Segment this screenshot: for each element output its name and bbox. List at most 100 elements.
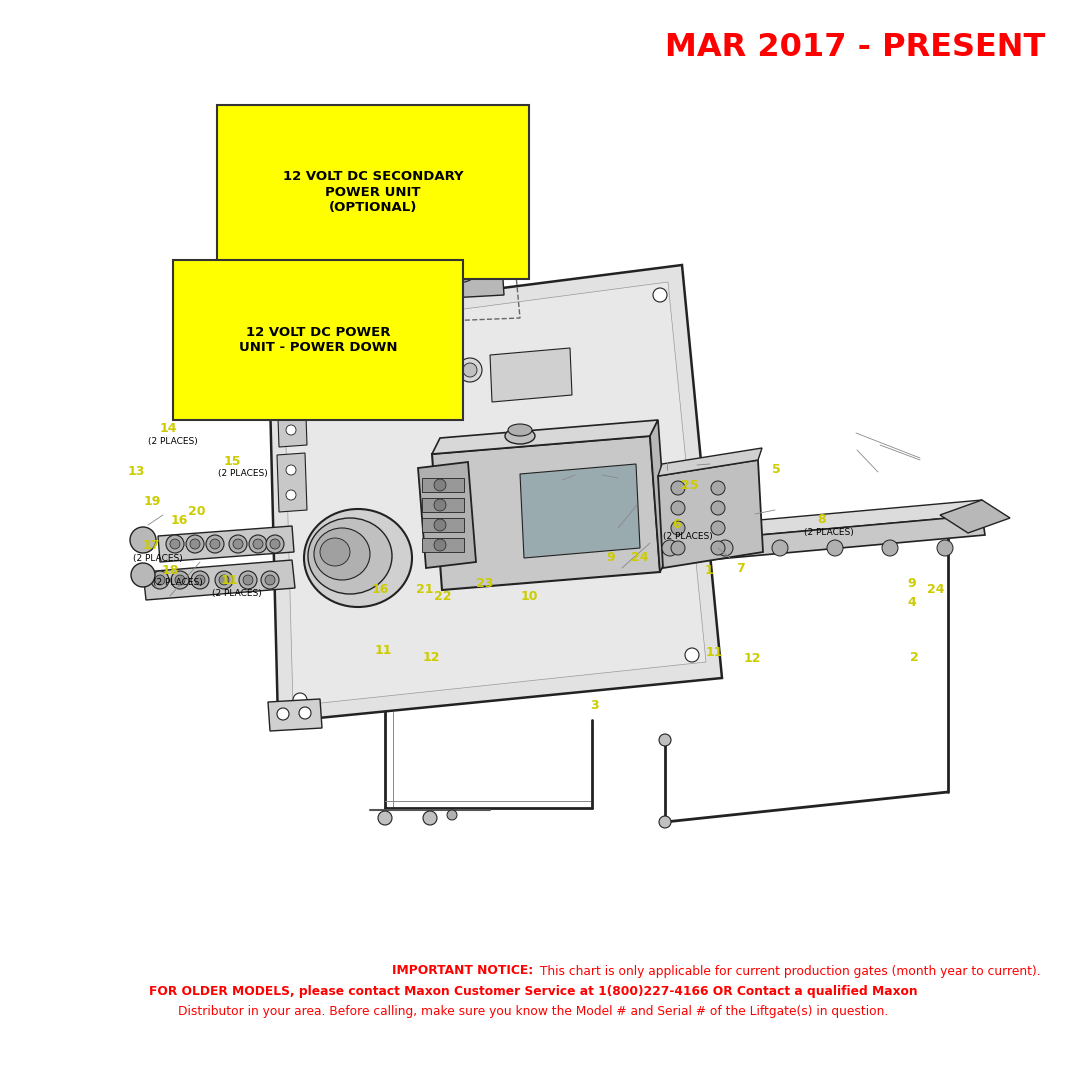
Circle shape <box>249 535 266 553</box>
Circle shape <box>827 540 843 556</box>
Text: Distributor in your area. Before calling, make sure you know the Model # and Ser: Distributor in your area. Before calling… <box>178 1004 888 1018</box>
Text: 5: 5 <box>772 463 780 475</box>
Polygon shape <box>429 233 504 298</box>
Circle shape <box>229 535 247 553</box>
Circle shape <box>717 540 733 556</box>
Text: 9: 9 <box>607 551 615 564</box>
Polygon shape <box>158 526 294 562</box>
Polygon shape <box>940 500 1010 533</box>
Text: 3: 3 <box>591 699 599 712</box>
Text: (2 PLACES): (2 PLACES) <box>212 589 261 598</box>
Polygon shape <box>418 462 477 568</box>
Polygon shape <box>648 500 982 545</box>
Circle shape <box>286 465 296 475</box>
Text: 16: 16 <box>171 514 188 527</box>
Circle shape <box>288 338 302 352</box>
Circle shape <box>219 575 229 585</box>
Text: 22: 22 <box>434 591 451 603</box>
Ellipse shape <box>505 429 535 445</box>
Text: 12 VOLT DC SECONDARY
POWER UNIT
(OPTIONAL): 12 VOLT DC SECONDARY POWER UNIT (OPTIONA… <box>282 171 464 213</box>
Ellipse shape <box>508 424 532 436</box>
Text: 25: 25 <box>681 479 698 491</box>
Circle shape <box>671 481 685 495</box>
Text: 13: 13 <box>128 465 145 478</box>
Circle shape <box>131 563 155 587</box>
Text: MAR 2017 - PRESENT: MAR 2017 - PRESENT <box>665 32 1045 63</box>
Polygon shape <box>658 461 763 568</box>
Circle shape <box>711 521 725 535</box>
Circle shape <box>130 527 156 553</box>
Ellipse shape <box>319 220 417 305</box>
Ellipse shape <box>314 528 370 580</box>
Circle shape <box>166 535 184 553</box>
Polygon shape <box>422 518 464 532</box>
Circle shape <box>662 540 678 556</box>
Text: 11: 11 <box>221 575 238 587</box>
Circle shape <box>711 542 725 555</box>
Text: IMPORTANT NOTICE:: IMPORTANT NOTICE: <box>391 965 533 978</box>
Circle shape <box>261 571 279 589</box>
Circle shape <box>286 490 296 500</box>
Text: 17: 17 <box>143 539 160 552</box>
Circle shape <box>270 539 280 549</box>
Circle shape <box>671 521 685 535</box>
Ellipse shape <box>308 518 392 594</box>
Circle shape <box>191 571 209 589</box>
Text: 7: 7 <box>737 562 745 575</box>
Circle shape <box>215 571 233 589</box>
Circle shape <box>434 479 446 491</box>
Circle shape <box>266 535 284 553</box>
Polygon shape <box>422 478 464 492</box>
Text: 14: 14 <box>160 422 177 435</box>
Polygon shape <box>650 420 668 572</box>
Circle shape <box>882 540 898 556</box>
Polygon shape <box>658 448 762 477</box>
Text: 12: 12 <box>744 652 761 665</box>
Circle shape <box>265 575 275 585</box>
Ellipse shape <box>320 538 350 566</box>
Text: 9: 9 <box>907 577 916 589</box>
Circle shape <box>206 535 224 553</box>
Circle shape <box>171 571 189 589</box>
Circle shape <box>434 499 446 511</box>
Circle shape <box>671 542 685 555</box>
Circle shape <box>458 358 482 382</box>
Circle shape <box>937 540 953 556</box>
Circle shape <box>434 519 446 531</box>
Text: 20: 20 <box>189 505 206 518</box>
Text: 24: 24 <box>927 583 944 596</box>
Polygon shape <box>432 436 660 589</box>
Circle shape <box>169 539 180 549</box>
Circle shape <box>711 501 725 515</box>
Polygon shape <box>520 464 640 558</box>
Circle shape <box>175 575 185 585</box>
Circle shape <box>277 708 289 720</box>
Text: 12 VOLT DC POWER
UNIT - POWER DOWN: 12 VOLT DC POWER UNIT - POWER DOWN <box>239 326 398 354</box>
Text: 4: 4 <box>907 596 916 609</box>
Text: 15: 15 <box>224 455 241 468</box>
Circle shape <box>190 539 200 549</box>
Polygon shape <box>268 699 322 731</box>
Text: 18: 18 <box>162 564 179 577</box>
Circle shape <box>185 535 204 553</box>
Polygon shape <box>432 420 658 454</box>
Circle shape <box>298 707 311 718</box>
Circle shape <box>155 575 165 585</box>
Circle shape <box>243 575 253 585</box>
Circle shape <box>447 810 457 820</box>
Text: 16: 16 <box>372 583 389 596</box>
Text: 11: 11 <box>375 644 392 657</box>
Text: (2 PLACES): (2 PLACES) <box>219 469 268 478</box>
Circle shape <box>659 734 671 746</box>
Text: 24: 24 <box>631 551 648 564</box>
Circle shape <box>293 693 307 707</box>
Circle shape <box>653 288 667 302</box>
Polygon shape <box>422 538 464 552</box>
Circle shape <box>378 811 392 825</box>
Circle shape <box>659 815 671 828</box>
Ellipse shape <box>323 228 397 291</box>
Text: 11: 11 <box>706 646 723 659</box>
Text: 8: 8 <box>818 513 826 526</box>
Text: (2 PLACES): (2 PLACES) <box>154 578 203 586</box>
Polygon shape <box>268 265 722 722</box>
